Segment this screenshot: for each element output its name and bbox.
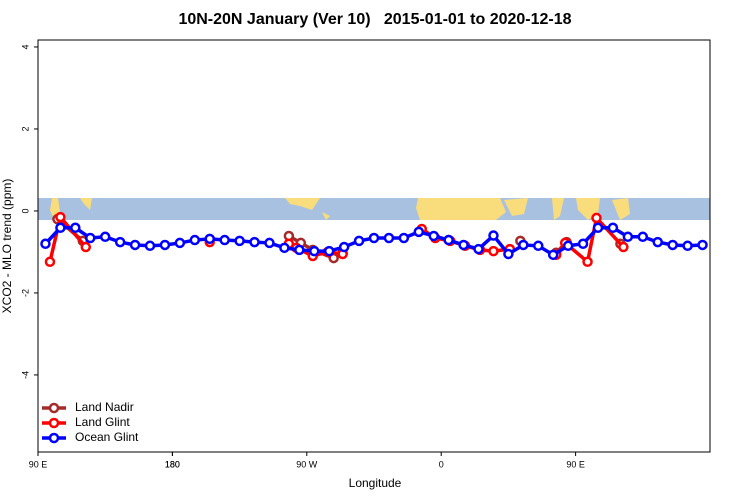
- point: [55, 211, 66, 223]
- point: [129, 239, 141, 251]
- point: [577, 238, 589, 249]
- point: [309, 245, 320, 257]
- point: [413, 226, 425, 238]
- point: [592, 222, 604, 234]
- y-tick-label: -2: [20, 289, 30, 297]
- point: [518, 239, 529, 251]
- point: [667, 239, 678, 251]
- point: [562, 240, 574, 252]
- legend-label: Land Nadir: [75, 400, 134, 414]
- point: [189, 234, 201, 246]
- point: [458, 239, 469, 251]
- y-tick-label: -4: [20, 371, 30, 379]
- point: [294, 244, 305, 256]
- y-tick-label: 4: [20, 44, 30, 49]
- x-tick-label: 180: [165, 459, 180, 469]
- point: [264, 237, 275, 249]
- map-strip: [38, 198, 710, 220]
- point: [622, 231, 634, 243]
- point: [398, 232, 410, 244]
- point: [219, 234, 230, 246]
- point: [652, 236, 663, 248]
- x-tick-label: 90 W: [296, 459, 318, 469]
- legend-label: Land Glint: [75, 415, 130, 429]
- point: [99, 231, 111, 243]
- point: [323, 245, 335, 257]
- point: [428, 230, 439, 242]
- plot-frame: [37, 39, 711, 453]
- legend-marker: [48, 417, 60, 429]
- point: [697, 239, 708, 251]
- point: [503, 248, 514, 260]
- point: [383, 232, 395, 244]
- point: [204, 233, 215, 245]
- point: [682, 240, 693, 252]
- point: [234, 235, 245, 247]
- point: [547, 249, 559, 261]
- y-tick-label: 2: [20, 126, 30, 131]
- point: [591, 212, 602, 224]
- x-tick-label: 90 E: [29, 459, 48, 469]
- point: [144, 240, 156, 252]
- point: [368, 232, 380, 244]
- point: [533, 240, 544, 252]
- point: [473, 243, 484, 255]
- chart-title: 10N-20N January (Ver 10) 2015-01-01 to 2…: [178, 11, 571, 28]
- x-axis-label: Longitude: [349, 476, 402, 490]
- point: [618, 241, 629, 253]
- point: [70, 222, 81, 234]
- point: [338, 241, 350, 253]
- point: [55, 222, 66, 234]
- point: [114, 236, 126, 248]
- point: [44, 256, 56, 268]
- legend-marker: [48, 402, 60, 414]
- point: [159, 239, 171, 251]
- legend-marker: [48, 432, 60, 444]
- point: [174, 237, 186, 249]
- x-tick-label: 0: [439, 459, 444, 469]
- point: [80, 241, 92, 253]
- point: [488, 245, 499, 257]
- point: [279, 242, 290, 254]
- point: [40, 238, 51, 249]
- point: [249, 236, 260, 248]
- point: [582, 256, 593, 268]
- y-tick-label: 0: [20, 208, 30, 213]
- x-tick-label: 180: [165, 459, 180, 469]
- point: [637, 231, 649, 243]
- point: [85, 232, 96, 244]
- x-tick-label: 90 E: [566, 459, 585, 469]
- legend-label: Ocean Glint: [75, 430, 139, 444]
- point: [353, 235, 365, 247]
- y-axis-label: XCO2 - MLO trend (ppm): [0, 179, 14, 314]
- point: [443, 234, 454, 246]
- point: [488, 230, 499, 241]
- point: [607, 222, 619, 234]
